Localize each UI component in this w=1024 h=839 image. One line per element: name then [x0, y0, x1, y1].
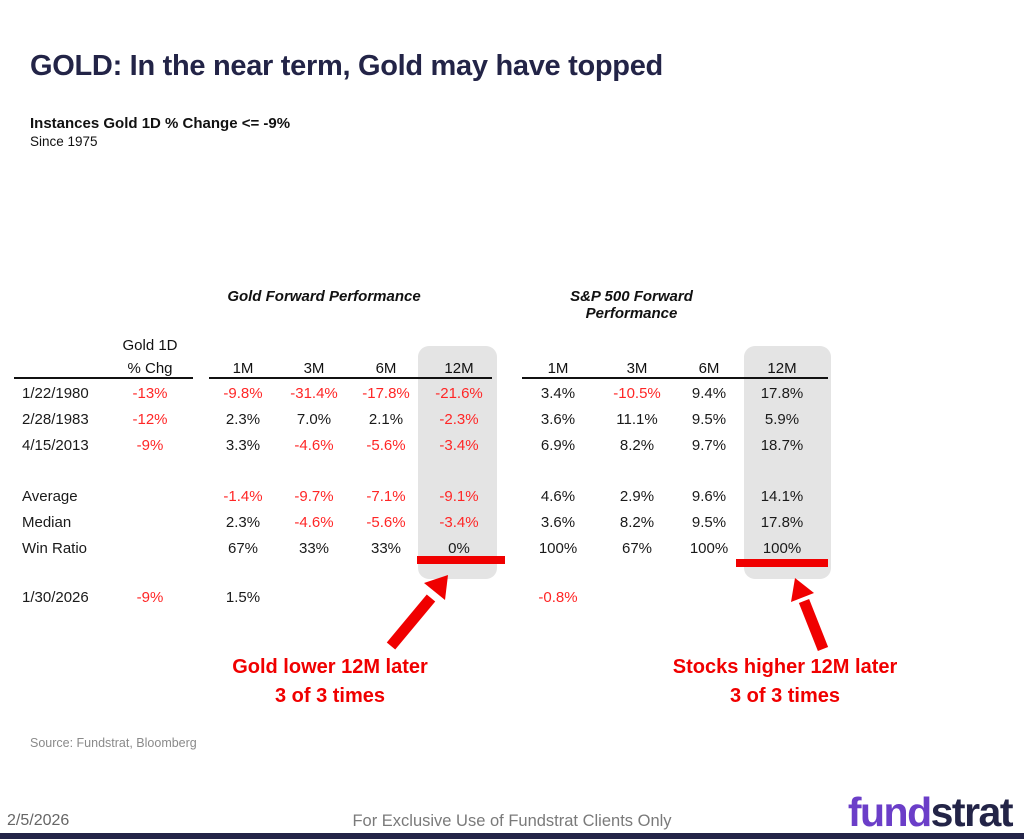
table-cell: 8.2%: [619, 514, 655, 531]
table-cell: 7.0%: [296, 411, 332, 428]
table-cell: 17.8%: [760, 514, 804, 531]
section-title-sp500: S&P 500 Forward Performance: [570, 288, 693, 322]
table-cell: 9.5%: [691, 411, 727, 428]
table-cell: -3.4%: [439, 437, 479, 454]
table-cell: -9.7%: [294, 488, 334, 505]
table-cell: 33%: [370, 540, 402, 557]
header-rule-sp: [522, 377, 828, 379]
table-cell: 5.9%: [764, 411, 800, 428]
highlight-box-gold-12m: [418, 346, 497, 579]
fundstrat-logo: fundstrat: [847, 789, 1014, 836]
table-cell: -13%: [132, 385, 168, 402]
table-cell: 2.3%: [225, 411, 261, 428]
table-cell: 2.9%: [619, 488, 655, 505]
column-header: 6M: [698, 360, 720, 377]
table-cell: -3.4%: [439, 514, 479, 531]
table-cell: 100%: [689, 540, 729, 557]
gold-arrow-icon: [386, 575, 448, 650]
table-cell: -17.8%: [362, 385, 410, 402]
table-cell: -9.8%: [223, 385, 263, 402]
table-cell: -9.1%: [439, 488, 479, 505]
annotation-gold: Gold lower 12M later 3 of 3 times: [189, 653, 471, 711]
header-rule-left: [14, 377, 193, 379]
annotation-stocks-line2: 3 of 3 times: [729, 685, 841, 707]
table-cell: 2.3%: [225, 514, 261, 531]
table-cell: 33%: [298, 540, 330, 557]
table-cell: 9.7%: [691, 437, 727, 454]
table-cell: 1.5%: [225, 589, 261, 606]
table-cell: 0%: [448, 540, 470, 557]
table-cell: 3.4%: [540, 385, 576, 402]
table-cell: 9.5%: [691, 514, 727, 531]
table-cell: -4.6%: [294, 437, 334, 454]
section-title-gold: Gold Forward Performance: [227, 288, 421, 305]
table-cell: -4.6%: [294, 514, 334, 531]
table-cell: 100%: [538, 540, 578, 557]
logo-fund: fund: [847, 789, 932, 835]
table-cell: Average: [22, 488, 78, 505]
table-cell: -21.6%: [435, 385, 483, 402]
table-cell: 18.7%: [760, 437, 804, 454]
emphasis-underline-sp-12m: [736, 559, 828, 567]
table-cell: -5.6%: [366, 437, 406, 454]
column-header: 3M: [303, 360, 325, 377]
chart-subtitle-period: Since 1975: [30, 134, 98, 149]
stocks-arrow-icon: [791, 578, 829, 652]
table-cell: -1.4%: [223, 488, 263, 505]
chart-subtitle: Instances Gold 1D % Change <= -9%: [30, 115, 291, 132]
bottom-accent-bar: [0, 833, 1024, 839]
table-cell: -2.3%: [439, 411, 479, 428]
column-header: 12M: [444, 360, 474, 377]
page-title: GOLD: In the near term, Gold may have to…: [30, 50, 663, 82]
table-cell: Median: [22, 514, 72, 531]
table-cell: 2.1%: [368, 411, 404, 428]
table-cell: 14.1%: [760, 488, 804, 505]
table-cell: 9.6%: [691, 488, 727, 505]
table-cell: -5.6%: [366, 514, 406, 531]
source-note: Source: Fundstrat, Bloomberg: [30, 736, 197, 750]
table-cell: 4/15/2013: [22, 437, 89, 454]
table-cell: -10.5%: [613, 385, 661, 402]
column-header: 1M: [232, 360, 254, 377]
table-cell: 100%: [762, 540, 802, 557]
annotation-stocks: Stocks higher 12M later 3 of 3 times: [634, 653, 936, 711]
table-cell: -0.8%: [538, 589, 578, 606]
table-cell: 8.2%: [619, 437, 655, 454]
table-cell: -9%: [136, 437, 164, 454]
table-cell: -7.1%: [366, 488, 406, 505]
table-cell: 11.1%: [616, 411, 658, 428]
highlight-box-sp-12m: [744, 346, 831, 579]
footer-disclaimer: For Exclusive Use of Fundstrat Clients O…: [352, 812, 672, 830]
logo-strat: strat: [930, 789, 1014, 835]
column-header: 3M: [626, 360, 648, 377]
column-header: 1M: [547, 360, 569, 377]
column-header: % Chg: [127, 360, 173, 377]
table-cell: 3.3%: [225, 437, 261, 454]
annotation-stocks-line1: Stocks higher 12M later: [672, 656, 898, 678]
table-cell: Win Ratio: [22, 540, 88, 557]
table-cell: 9.4%: [691, 385, 727, 402]
annotation-gold-line2: 3 of 3 times: [274, 685, 386, 707]
table-cell: -9%: [136, 589, 164, 606]
table-cell: -31.4%: [290, 385, 338, 402]
table-cell: 67%: [227, 540, 259, 557]
annotation-gold-line1: Gold lower 12M later: [232, 656, 428, 678]
emphasis-underline-gold-12m: [417, 556, 505, 564]
table-cell: 1/22/1980: [22, 385, 89, 402]
footer-date: 2/5/2026: [7, 812, 70, 829]
table-cell: 3.6%: [540, 514, 576, 531]
column-header: Gold 1D: [122, 337, 178, 354]
table-cell: 67%: [621, 540, 653, 557]
table-cell: 6.9%: [540, 437, 576, 454]
table-cell: 4.6%: [540, 488, 576, 505]
table-cell: 17.8%: [760, 385, 804, 402]
column-header: 12M: [767, 360, 797, 377]
table-cell: 1/30/2026: [22, 589, 89, 606]
header-rule-gold: [209, 377, 492, 379]
column-header: 6M: [375, 360, 397, 377]
table-cell: 2/28/1983: [22, 411, 89, 428]
table-cell: 3.6%: [540, 411, 576, 428]
table-cell: -12%: [132, 411, 168, 428]
